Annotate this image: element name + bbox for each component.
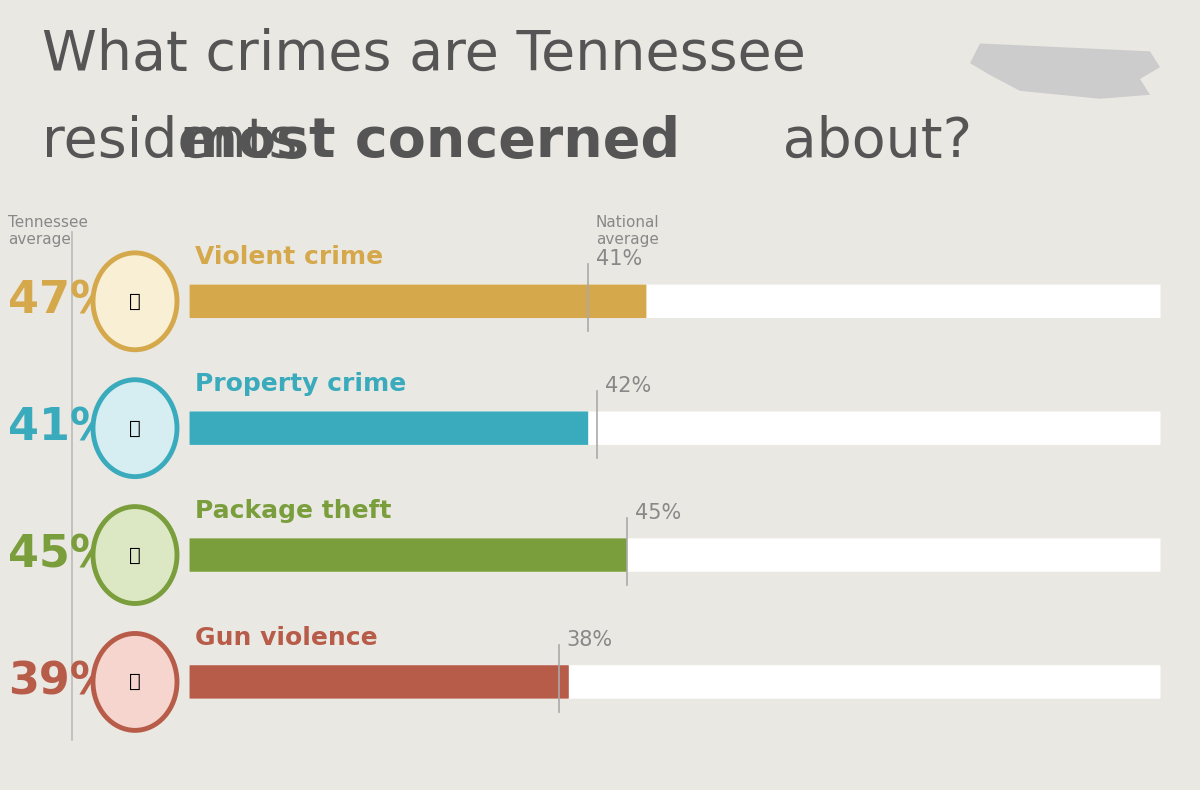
Circle shape [94,506,178,604]
Polygon shape [970,43,1160,99]
Circle shape [94,634,178,731]
Text: 45%: 45% [8,533,114,577]
Text: most concerned: most concerned [180,115,680,168]
Text: 39%: 39% [8,660,114,703]
FancyBboxPatch shape [190,284,1160,318]
FancyBboxPatch shape [190,412,588,445]
Text: 41%: 41% [8,407,114,450]
Text: Property crime: Property crime [194,372,407,396]
Text: National
average: National average [595,215,659,247]
Text: Gun violence: Gun violence [194,626,378,649]
Text: 🏠: 🏠 [130,419,140,438]
Text: 45%: 45% [635,502,680,523]
Circle shape [94,253,178,350]
Text: 38%: 38% [566,630,613,649]
Text: 42%: 42% [606,376,652,396]
FancyBboxPatch shape [190,412,1160,445]
FancyBboxPatch shape [190,538,1160,572]
Text: 📦: 📦 [130,546,140,565]
FancyBboxPatch shape [190,538,628,572]
Text: 🔔: 🔔 [130,292,140,310]
FancyBboxPatch shape [190,665,569,698]
FancyBboxPatch shape [190,284,647,318]
FancyBboxPatch shape [190,665,1160,698]
Text: 41%: 41% [595,249,642,269]
Circle shape [94,380,178,476]
Text: 🔫: 🔫 [130,672,140,691]
Text: 47%: 47% [8,280,114,323]
Text: about?: about? [766,115,972,168]
Text: residents: residents [42,115,316,168]
Text: Package theft: Package theft [194,498,391,523]
Text: What crimes are Tennessee: What crimes are Tennessee [42,28,806,81]
Text: Violent crime: Violent crime [194,245,383,269]
Text: Tennessee
average: Tennessee average [8,215,88,247]
